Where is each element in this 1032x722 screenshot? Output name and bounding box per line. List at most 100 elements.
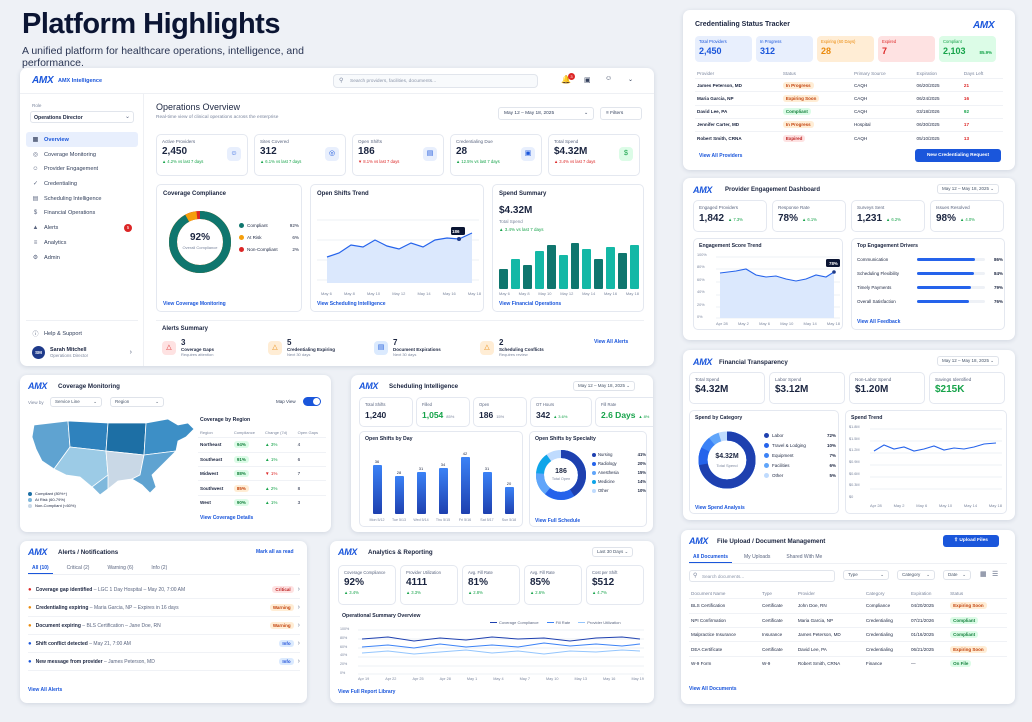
- filters-button[interactable]: ≡ Filters: [600, 107, 642, 120]
- sidebar-item-credentialing[interactable]: ✓ Credentialing: [26, 176, 138, 191]
- analytics-kpi[interactable]: Cost per Shift $512 ▲ 4.7%: [586, 565, 644, 605]
- sched-kpi[interactable]: Fill Rate 2.6 Days ▲ 8%: [595, 397, 653, 427]
- table-row[interactable]: DEA Certificate Certificate David Lee, PA C…: [689, 641, 1007, 657]
- date-range-select[interactable]: May 12 – May 18, 2025 ⌄: [498, 107, 594, 120]
- engage-kpi[interactable]: Surveys Sent 1,231 ▲ 6.2%: [851, 200, 925, 232]
- sched-kpi[interactable]: Filled 1,054 85%: [416, 397, 470, 427]
- shift-bar[interactable]: [394, 476, 404, 514]
- cred-stat[interactable]: Expiring (60 Days) 28: [817, 36, 874, 62]
- grid-view-icon[interactable]: ▦: [980, 571, 987, 578]
- shift-bar[interactable]: [504, 487, 514, 514]
- shift-bar[interactable]: [372, 465, 382, 514]
- role-select[interactable]: Operations Director ⌄: [30, 111, 134, 123]
- type-filter[interactable]: Type ⌄: [843, 570, 889, 580]
- new-credentialing-button[interactable]: New Credentialing Request: [915, 149, 1001, 162]
- table-row[interactable]: Southwest 85% ▲ 2% 8: [198, 480, 326, 496]
- sidebar-item-admin[interactable]: ⚙ Admin: [26, 250, 138, 265]
- alert-item[interactable]: ● Shift conflict detected – May 21, 7:00 …: [28, 635, 300, 653]
- list-view-icon[interactable]: ☰: [992, 571, 999, 578]
- kpi-card[interactable]: Open Shifts 186 ▼ 8.1% vs last 7 days ▤: [352, 134, 444, 176]
- fin-date-select[interactable]: May 12 – May 18, 2025 ⌄: [937, 356, 1000, 366]
- table-row[interactable]: Southeast 91% ▲ 1% 6: [198, 451, 326, 467]
- view-all-feedback-link[interactable]: View All Feedback: [857, 319, 901, 325]
- sched-kpi[interactable]: Open 186 15%: [473, 397, 527, 427]
- engage-kpi[interactable]: Issues Resolved 98% ▲ 4.0%: [930, 200, 1004, 232]
- shift-bar[interactable]: [438, 468, 448, 514]
- map-view-toggle[interactable]: [303, 397, 321, 406]
- sched-kpi[interactable]: OT Hours 342 ▲ 3.6%: [530, 397, 592, 427]
- table-row[interactable]: W-9 Form W-9 Robert Smith, CRNA Finance — On …: [689, 655, 1007, 671]
- sidebar-item-financial-operations[interactable]: $ Financial Operations: [26, 206, 138, 220]
- upload-files-button[interactable]: ⇧ Upload Files: [943, 535, 999, 547]
- file-tab[interactable]: Shared With Me: [786, 554, 823, 560]
- engage-date-select[interactable]: May 12 – May 18, 2025 ⌄: [937, 184, 1000, 194]
- sidebar-item-coverage-monitoring[interactable]: ◎ Coverage Monitoring: [26, 147, 138, 162]
- us-coverage-map[interactable]: [28, 415, 200, 499]
- shift-bar[interactable]: [416, 472, 426, 514]
- view-all-alerts-link[interactable]: View All Alerts: [594, 339, 629, 345]
- fin-kpi[interactable]: Savings Identified $215K: [929, 372, 1005, 404]
- alert-summary-item[interactable]: ▤ 7 Document Expirations Next 30 days: [374, 338, 470, 357]
- file-tab[interactable]: All Documents: [689, 552, 733, 563]
- mark-all-read-link[interactable]: Mark all as read: [256, 549, 294, 555]
- table-row[interactable]: Robert Smith, CRNA Expired CAQH 05/10/2025 1…: [695, 130, 1003, 145]
- analytics-date-select[interactable]: Last 30 Days ⌄: [592, 547, 634, 557]
- view-coverage-details-link[interactable]: View Coverage Details: [200, 515, 254, 521]
- cred-stat[interactable]: Compliant 2,103 85.9%: [939, 36, 996, 62]
- table-row[interactable]: NPI Confirmation Certificate Maria Garcia,…: [689, 612, 1007, 628]
- category-filter[interactable]: Category ⌄: [897, 570, 935, 580]
- table-row[interactable]: Northeast 94% ▲ 3% 4: [198, 437, 326, 453]
- alert-summary-item[interactable]: △ 2 Scheduling Conflicts Requires review: [480, 338, 576, 357]
- kpi-card[interactable]: Total Spend $4.32M ▲ 3.4% vs last 7 days $: [548, 134, 640, 176]
- fin-kpi[interactable]: Labor Spend $3.12M: [769, 372, 845, 404]
- sidebar-item-scheduling-intelligence[interactable]: ▤ Scheduling Intelligence: [26, 191, 138, 206]
- alert-item[interactable]: ● Document expiring – BLS Certification –…: [28, 617, 300, 635]
- view-all-providers-link[interactable]: View All Providers: [699, 153, 743, 159]
- analytics-kpi[interactable]: Avg. Fill Rate 85% ▲ 2.6%: [524, 565, 582, 605]
- kpi-card[interactable]: Active Providers 2,450 ▲ 4.2% vs last 7 da…: [156, 134, 248, 176]
- view-all-alerts-link[interactable]: View All Alerts: [28, 687, 63, 693]
- table-row[interactable]: Midwest 88% ▼ 1% 7: [198, 465, 326, 481]
- alert-item[interactable]: ● New message from provider – James Peter…: [28, 653, 300, 671]
- alert-item[interactable]: ● Credentialing expiring – Maria Garcia, …: [28, 599, 300, 617]
- table-row[interactable]: BLS Certification Certificate John Doe, RN…: [689, 598, 1007, 614]
- engage-kpi[interactable]: Engaged Providers 1,842 ▲ 7.3%: [693, 200, 767, 232]
- view-report-library-link[interactable]: View Full Report Library: [338, 689, 396, 695]
- bell-icon[interactable]: 🔔: [561, 75, 571, 84]
- global-search[interactable]: ⚲ Search providers, facilities, document…: [333, 74, 538, 88]
- alert-tab[interactable]: Info (2): [151, 565, 168, 571]
- cred-stat[interactable]: Total Providers 2,450: [695, 36, 752, 62]
- alert-summary-item[interactable]: △ 5 Credentialing Expiring Next 30 days: [268, 338, 364, 357]
- analytics-kpi[interactable]: Provider Utilization 4111 ▲ 3.3%: [400, 565, 458, 605]
- table-row[interactable]: Maria Garcia, NP Expiring Soon CAQH 06/24/2…: [695, 91, 1003, 106]
- help-support-link[interactable]: ⓘ Help & Support: [26, 325, 138, 342]
- sidebar-item-provider-engagement[interactable]: ☺ Provider Engagement: [26, 162, 138, 176]
- kpi-card[interactable]: Credentialing Due 28 ▲ 12.5% vs last 7 day…: [450, 134, 542, 176]
- analytics-kpi[interactable]: Avg. Fill Rate 81% ▲ 2.8%: [462, 565, 520, 605]
- view-spend-analysis-link[interactable]: View Spend Analysis: [695, 505, 745, 511]
- date-filter[interactable]: Date ⌄: [943, 570, 971, 580]
- fin-kpi[interactable]: Non-Labor Spend $1.20M: [849, 372, 925, 404]
- search-input[interactable]: Search providers, facilities, documents.…: [350, 78, 437, 84]
- service-line-select[interactable]: Service Line ⌄: [50, 397, 102, 407]
- view-full-schedule-link[interactable]: View Full Schedule: [535, 518, 581, 524]
- table-row[interactable]: Jennifer Carter, MD In Progress Hospital 06…: [695, 117, 1003, 132]
- user-profile[interactable]: SM Sarah Mitchell Operations Director ›: [26, 342, 138, 363]
- chevron-down-icon[interactable]: ⌄: [628, 77, 634, 83]
- view-scheduling-link[interactable]: View Scheduling Intelligence: [317, 301, 386, 307]
- sidebar-item-alerts[interactable]: ▲ Alerts 5: [26, 220, 138, 236]
- view-all-documents-link[interactable]: View All Documents: [689, 686, 737, 692]
- table-row[interactable]: Malpractice Insurance Insurance James Pete…: [689, 626, 1007, 642]
- alert-tab[interactable]: Warning (6): [107, 565, 134, 571]
- sidebar-item-analytics[interactable]: ≡ Analytics: [26, 236, 138, 250]
- fin-kpi[interactable]: Total Spend $4.32M: [689, 372, 765, 404]
- kpi-card[interactable]: Sites Covered 312 ▲ 6.1% vs last 7 days ◎: [254, 134, 346, 176]
- user-icon[interactable]: ☺: [605, 75, 613, 82]
- doc-search[interactable]: ⚲ Search documents...: [689, 570, 835, 582]
- view-financial-link[interactable]: View Financial Operations: [499, 301, 562, 307]
- engage-kpi[interactable]: Response Rate 78% ▲ 6.1%: [772, 200, 846, 232]
- doc-search-input[interactable]: Search documents...: [702, 573, 745, 579]
- region-select[interactable]: Region ⌄: [110, 397, 164, 407]
- sched-date-select[interactable]: May 12 – May 18, 2025 ⌄: [573, 381, 636, 391]
- cred-stat[interactable]: In Progress 312: [756, 36, 813, 62]
